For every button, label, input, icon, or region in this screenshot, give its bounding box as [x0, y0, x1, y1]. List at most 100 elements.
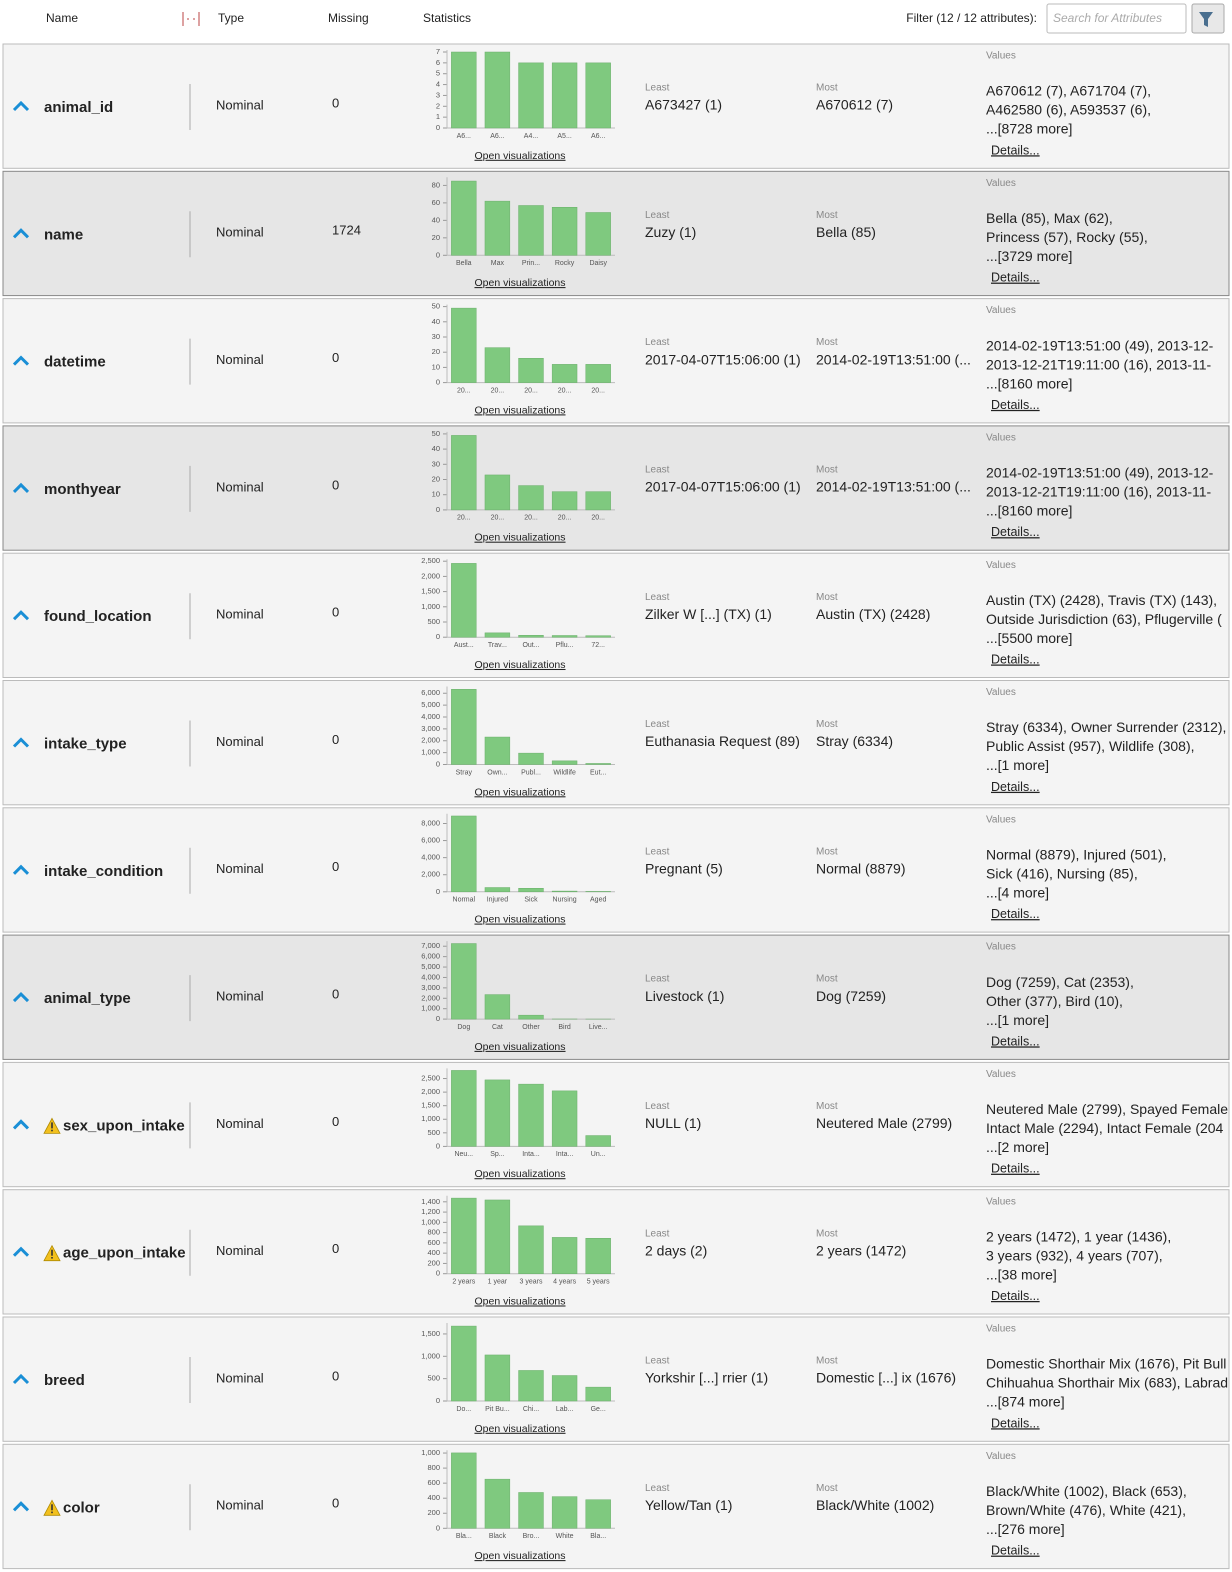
values-line: Neutered Male (2799), Spayed Female	[986, 1101, 1228, 1117]
x-tick-label: 20...	[457, 387, 471, 394]
collapse-arrow[interactable]	[12, 864, 30, 875]
details-link[interactable]: Details...	[991, 652, 1040, 666]
details-link[interactable]: Details...	[991, 143, 1040, 157]
values-label: Values	[986, 433, 1016, 444]
y-tick-label: 1	[436, 112, 440, 121]
attribute-row[interactable]	[2, 425, 1230, 551]
open-visualizations-link[interactable]: Open visualizations	[474, 1550, 565, 1562]
values-line: Normal (8879), Injured (501),	[986, 847, 1167, 863]
details-link[interactable]: Details...	[991, 1416, 1040, 1430]
open-visualizations-link[interactable]: Open visualizations	[474, 1168, 565, 1180]
y-tick-label: 50	[432, 429, 440, 438]
bar	[551, 491, 578, 511]
attribute-row[interactable]	[2, 807, 1230, 933]
least-value: Zilker W [...] (TX) (1)	[645, 606, 772, 622]
y-tick-label: 1,000	[421, 1217, 440, 1226]
values-line: Public Assist (957), Wildlife (308),	[986, 738, 1195, 754]
collapse-arrow[interactable]	[12, 1501, 30, 1512]
most-value: Bella (85)	[816, 224, 876, 240]
open-visualizations-link[interactable]: Open visualizations	[474, 404, 565, 416]
open-visualizations-link[interactable]: Open visualizations	[474, 659, 565, 671]
warning-icon-mark	[51, 1504, 53, 1511]
attribute-row[interactable]	[2, 43, 1230, 169]
collapse-arrow[interactable]	[12, 1373, 30, 1385]
details-link[interactable]: Details...	[991, 271, 1040, 285]
attribute-type: Nominal	[216, 97, 264, 112]
y-tick-label: 7	[436, 47, 440, 56]
attribute-row[interactable]	[2, 1443, 1230, 1570]
details-link[interactable]: Details...	[991, 907, 1040, 921]
attribute-type: Nominal	[216, 479, 264, 494]
y-tick-label: 40	[432, 444, 440, 453]
x-tick-label: Out...	[522, 642, 539, 649]
values-label: Values	[986, 560, 1016, 571]
least-label: Least	[645, 1356, 670, 1367]
bar	[518, 752, 544, 765]
y-tick-label: 500	[427, 1128, 440, 1137]
open-visualizations-link[interactable]: Open visualizations	[474, 914, 565, 926]
attribute-type: Nominal	[216, 607, 264, 622]
least-value: Euthanasia Request (89)	[645, 733, 800, 749]
collapse-arrow[interactable]	[12, 1119, 30, 1130]
details-link[interactable]: Details...	[991, 525, 1040, 539]
attribute-row[interactable]	[2, 1189, 1230, 1315]
least-value: Pregnant (5)	[645, 861, 723, 877]
open-visualizations-link[interactable]: Open visualizations	[474, 1041, 565, 1053]
bar	[451, 307, 477, 383]
bar	[518, 1014, 544, 1020]
most-label: Most	[816, 1228, 838, 1239]
details-link[interactable]: Details...	[991, 780, 1040, 794]
column-resize-icon[interactable]	[182, 12, 200, 26]
x-tick-label: Trav...	[488, 642, 507, 649]
open-visualizations-link[interactable]: Open visualizations	[474, 532, 565, 544]
values-line: ...[1 more]	[986, 1012, 1049, 1028]
collapse-arrow[interactable]	[12, 355, 30, 366]
details-link[interactable]: Details...	[991, 398, 1040, 412]
attribute-row[interactable]	[2, 934, 1230, 1060]
attribute-row[interactable]	[2, 552, 1230, 679]
bar	[484, 1354, 511, 1402]
x-tick-label: 20...	[558, 387, 572, 394]
open-visualizations-link[interactable]: Open visualizations	[474, 1295, 565, 1307]
column-header[interactable]: Name	[46, 11, 78, 25]
collapse-arrow[interactable]	[12, 737, 30, 748]
y-tick-label: 400	[427, 1493, 440, 1502]
y-tick-label: 1,400	[421, 1197, 440, 1206]
bar	[551, 1375, 578, 1402]
column-header[interactable]: Missing	[328, 11, 369, 25]
open-visualizations-link[interactable]: Open visualizations	[474, 1423, 565, 1435]
collapse-arrow[interactable]	[12, 482, 30, 493]
x-tick-label: White	[556, 1533, 574, 1540]
attribute-row[interactable]	[2, 298, 1230, 424]
attribute-row[interactable]	[2, 680, 1230, 806]
details-link[interactable]: Details...	[991, 1544, 1040, 1558]
attribute-row[interactable]	[2, 1316, 1230, 1442]
open-visualizations-link[interactable]: Open visualizations	[474, 786, 565, 798]
values-line: Outside Jurisdiction (63), Pflugerville …	[986, 611, 1222, 627]
collapse-arrow[interactable]	[12, 991, 30, 1003]
collapse-arrow[interactable]	[12, 610, 30, 621]
collapse-arrow[interactable]	[12, 1246, 30, 1257]
column-header[interactable]: Type	[218, 11, 244, 25]
most-label: Most	[816, 1483, 838, 1494]
x-tick-label: Bella	[456, 260, 472, 267]
bar	[484, 632, 511, 638]
details-link[interactable]: Details...	[991, 1162, 1040, 1176]
values-label: Values	[986, 178, 1016, 189]
most-value: Dog (7259)	[816, 988, 886, 1004]
collapse-arrow[interactable]	[12, 100, 30, 112]
values-line: Austin (TX) (2428), Travis (TX) (143),	[986, 592, 1217, 608]
open-visualizations-link[interactable]: Open visualizations	[474, 150, 565, 162]
y-tick-label: 0	[436, 123, 440, 132]
details-link[interactable]: Details...	[991, 1289, 1040, 1303]
values-line: ...[8160 more]	[986, 503, 1072, 519]
bar	[585, 364, 611, 383]
bar	[451, 180, 477, 256]
attribute-row[interactable]	[2, 170, 1230, 297]
search-input[interactable]	[1046, 3, 1187, 34]
attribute-row[interactable]	[2, 1061, 1230, 1188]
details-link[interactable]: Details...	[991, 1034, 1040, 1048]
values-line: Princess (57), Rocky (55),	[986, 229, 1148, 245]
open-visualizations-link[interactable]: Open visualizations	[474, 277, 565, 289]
collapse-arrow[interactable]	[12, 228, 30, 239]
